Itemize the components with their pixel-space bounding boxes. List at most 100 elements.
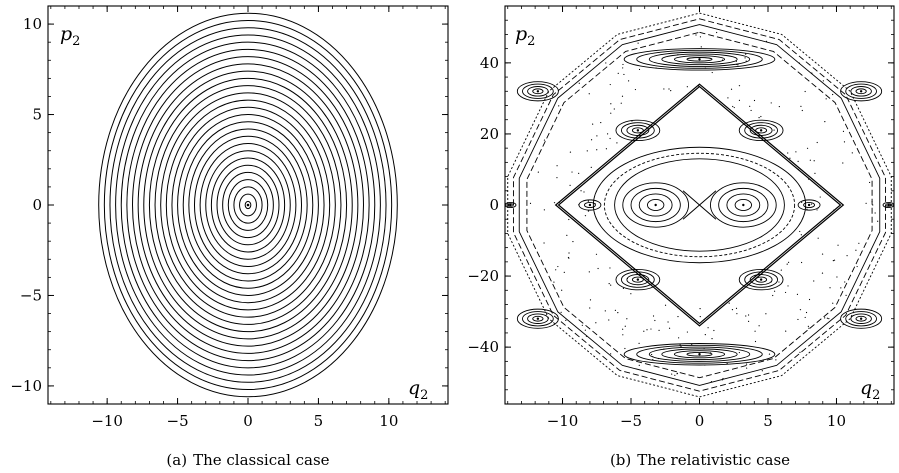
- chaotic-point: [667, 321, 669, 323]
- chaotic-point: [658, 329, 660, 331]
- chaotic-point: [638, 68, 641, 71]
- chaotic-point: [578, 204, 580, 206]
- x-tick-label: −5: [620, 412, 642, 430]
- panel-a-ylabel: p2: [60, 23, 80, 49]
- orbit-circle: [193, 135, 303, 275]
- chaotic-point: [630, 293, 632, 295]
- chaotic-point: [778, 105, 780, 108]
- chaotic-point: [799, 230, 801, 233]
- chaotic-point: [650, 353, 653, 356]
- chaotic-point: [826, 317, 828, 319]
- chaotic-point: [824, 120, 826, 123]
- separatrix: [557, 85, 842, 325]
- panel-a-xlabel: q2: [408, 377, 428, 403]
- chaotic-point: [578, 172, 580, 174]
- chaotic-point: [590, 139, 593, 141]
- chaotic-point: [560, 311, 562, 313]
- island-center: [859, 90, 863, 93]
- island-orbit: [840, 81, 883, 102]
- island-center: [536, 90, 540, 93]
- chaotic-point: [750, 109, 752, 112]
- island-orbit: [638, 193, 673, 217]
- orbit-circle: [160, 92, 336, 318]
- chaotic-point: [556, 177, 558, 179]
- chaotic-point: [817, 237, 819, 239]
- panel-b-caption: (b) The relativistic case: [610, 451, 790, 469]
- chaotic-point: [874, 212, 876, 214]
- island-center: [807, 203, 811, 207]
- chaotic-point: [595, 322, 597, 324]
- chaotic-point: [765, 40, 768, 42]
- chaotic-point: [587, 210, 590, 212]
- chaotic-point: [735, 307, 738, 309]
- panel-a-caption: (a) The classical case: [166, 451, 329, 469]
- chaotic-point: [655, 67, 657, 69]
- orbit-circle: [177, 114, 319, 296]
- island-orbit: [630, 187, 681, 223]
- chaotic-point: [824, 317, 826, 319]
- center-point: [246, 203, 250, 207]
- island-orbit: [527, 313, 549, 324]
- island-orbit: [516, 308, 559, 329]
- island-center: [759, 129, 763, 132]
- chaotic-point: [811, 180, 813, 182]
- chaotic-point: [787, 152, 789, 154]
- chaotic-point: [609, 137, 611, 140]
- island-orbit: [620, 271, 655, 288]
- chaotic-point: [851, 152, 853, 154]
- island-orbit: [803, 201, 816, 209]
- chaotic-point: [768, 353, 771, 355]
- chaotic-point: [699, 36, 702, 38]
- chaotic-point: [710, 380, 712, 383]
- chaotic-point: [563, 271, 565, 273]
- island-orbit: [726, 193, 761, 217]
- chaotic-point: [594, 203, 596, 205]
- island-center: [698, 353, 701, 356]
- chaotic-point: [616, 142, 618, 144]
- chaotic-point: [770, 281, 772, 283]
- orbit-circle: [98, 12, 398, 398]
- chaotic-point: [674, 374, 676, 376]
- chaotic-point: [614, 309, 616, 312]
- chaotic-point: [711, 338, 713, 340]
- chaotic-point: [703, 348, 705, 350]
- chaotic-point: [699, 308, 701, 310]
- chaotic-point: [721, 379, 723, 381]
- chaotic-point: [557, 265, 559, 268]
- orbit-circle: [188, 128, 308, 282]
- chaotic-point: [858, 242, 860, 244]
- chaotic-point: [832, 93, 834, 96]
- island-orbit: [615, 268, 661, 291]
- island-orbit: [648, 346, 751, 362]
- y-tick-label: −5: [20, 286, 42, 304]
- chaotic-point: [813, 160, 815, 162]
- chaotic-point: [609, 83, 611, 86]
- panel-b-xlabel: q2: [860, 377, 880, 403]
- chaotic-point: [631, 120, 633, 122]
- island-orbit: [522, 83, 554, 99]
- orbit-circle: [182, 121, 314, 289]
- chaotic-point: [605, 148, 607, 150]
- chaotic-point: [746, 367, 748, 369]
- x-tick-label: 0: [243, 412, 253, 430]
- chaotic-point: [652, 359, 654, 361]
- chaotic-point: [810, 203, 813, 205]
- y-tick-label: 0: [32, 196, 42, 214]
- chaotic-point: [565, 319, 567, 321]
- island-orbit: [661, 348, 738, 361]
- chaotic-point: [836, 276, 838, 278]
- chaotic-point: [844, 281, 846, 283]
- chaotic-point: [749, 105, 751, 107]
- chaotic-point: [745, 53, 747, 55]
- chaotic-point: [833, 259, 836, 261]
- chaotic-point: [809, 159, 811, 161]
- chaotic-point: [736, 63, 738, 65]
- island-orbit: [516, 81, 559, 102]
- island-orbit: [532, 315, 544, 322]
- chaotic-point: [808, 327, 810, 329]
- chaotic-point: [800, 105, 802, 107]
- chaotic-point: [581, 324, 583, 326]
- chaotic-point: [608, 283, 610, 285]
- chaotic-point: [572, 240, 574, 243]
- x-tick-label: 5: [763, 412, 773, 430]
